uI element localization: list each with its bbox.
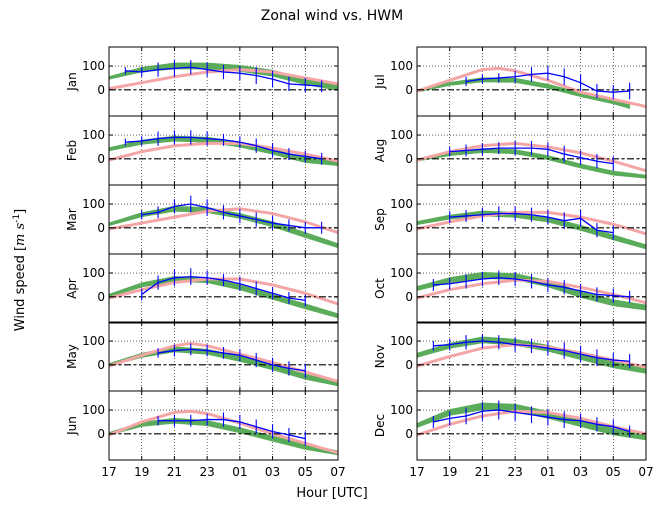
month-label: May: [65, 344, 79, 369]
panel-plot-area: [109, 391, 338, 460]
panel-frame: [108, 390, 339, 461]
model-band: [417, 77, 631, 110]
panel-plot-area: [417, 254, 646, 323]
x-tick-label: 17: [409, 465, 424, 479]
panel-plot-area: [109, 185, 338, 254]
month-label: Jan: [65, 72, 79, 92]
observed-line: [157, 348, 306, 372]
figure-title: Zonal wind vs. HWM: [261, 8, 403, 24]
x-tick-label: 07: [638, 465, 653, 479]
panel-plot-area: [417, 116, 646, 185]
panel-plot-area: [109, 116, 338, 185]
y-tick-label: 0: [97, 290, 105, 304]
y-tick-label: 100: [390, 59, 413, 73]
x-tick-label: 17: [101, 465, 116, 479]
y-tick-label: 0: [405, 83, 413, 97]
y-tick-label: 0: [97, 427, 105, 441]
month-label: Dec: [373, 414, 387, 437]
x-tick-label: 19: [442, 465, 457, 479]
y-tick-label: 100: [82, 334, 105, 348]
x-tick-label: 23: [508, 465, 523, 479]
y-tick-label: 100: [82, 59, 105, 73]
y-tick-label: 100: [390, 403, 413, 417]
x-tick-label: 03: [265, 465, 280, 479]
observed-line: [158, 418, 306, 440]
y-tick-label: 100: [82, 128, 105, 142]
observed-line: [141, 203, 322, 229]
month-label: Apr: [65, 278, 79, 299]
y-tick-label: 0: [405, 427, 413, 441]
x-tick-label: 05: [606, 465, 621, 479]
month-label: Mar: [65, 208, 79, 231]
month-label: Sep: [373, 208, 387, 231]
x-tick-label: 19: [134, 465, 149, 479]
month-label: Feb: [65, 140, 79, 161]
x-tick-label: 07: [330, 465, 345, 479]
y-tick-label: 0: [97, 83, 105, 97]
panel-frame: [108, 253, 339, 324]
month-label: Jun: [65, 416, 79, 436]
y-tick-label: 0: [405, 358, 413, 372]
y-tick-label: 100: [82, 266, 105, 280]
x-tick-label: 23: [200, 465, 215, 479]
y-tick-label: 0: [97, 221, 105, 235]
panel-plot-area: [417, 47, 646, 116]
month-label: Nov: [373, 345, 387, 368]
y-tick-label: 100: [390, 197, 413, 211]
y-tick-label: 0: [405, 221, 413, 235]
x-tick-label: 01: [540, 465, 555, 479]
x-axis-label: Hour [UTC]: [296, 486, 367, 501]
y-tick-label: 0: [97, 152, 105, 166]
y-tick-label: 100: [82, 403, 105, 417]
panel-plot-area: [109, 254, 338, 323]
month-label: Jul: [373, 74, 387, 89]
x-tick-label: 05: [298, 465, 313, 479]
x-tick-label: 03: [573, 465, 588, 479]
x-tick-label: 01: [232, 465, 247, 479]
y-tick-label: 100: [82, 197, 105, 211]
panel-plot-area: [417, 391, 646, 460]
y-tick-label: 0: [405, 290, 413, 304]
panel-plot-area: [417, 322, 646, 391]
panel-plot-area: [109, 47, 338, 116]
y-axis-label: Wind speed [m s-1]: [12, 209, 28, 331]
y-tick-label: 0: [97, 358, 105, 372]
y-tick-label: 100: [390, 128, 413, 142]
panel-plot-area: [417, 185, 646, 254]
panel-frame: [416, 253, 647, 324]
x-tick-label: 21: [167, 465, 182, 479]
month-label: Oct: [373, 278, 387, 299]
y-tick-label: 0: [405, 152, 413, 166]
y-tick-label: 100: [390, 334, 413, 348]
panel-frame: [416, 390, 647, 461]
y-tick-label: 100: [390, 266, 413, 280]
x-tick-label: 21: [475, 465, 490, 479]
panel-plot-area: [109, 322, 338, 391]
month-label: Aug: [373, 139, 387, 162]
